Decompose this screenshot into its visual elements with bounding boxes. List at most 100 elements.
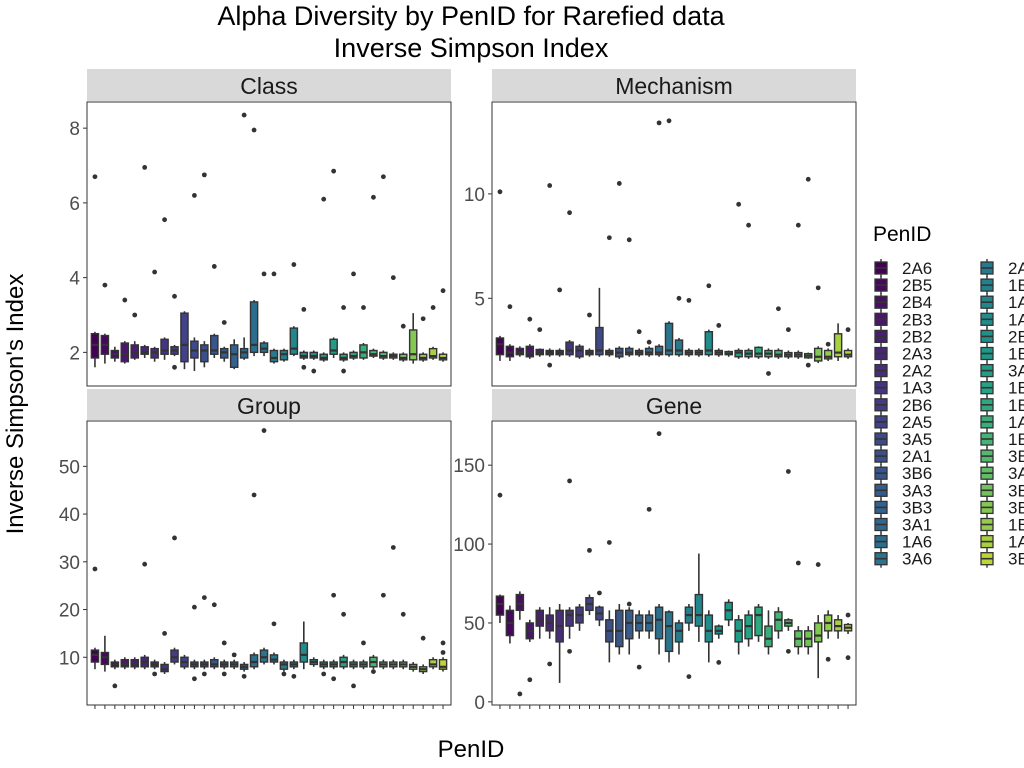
box-body: [565, 609, 574, 627]
outlier-point: [231, 652, 237, 658]
outlier-point: [440, 288, 446, 294]
box-1B4: [774, 306, 783, 359]
box-body: [495, 337, 505, 356]
legend-item-2B3: 2B3: [874, 310, 932, 329]
box-2B6: [575, 344, 584, 359]
outlier-point: [301, 364, 307, 370]
outlier-point: [527, 316, 533, 322]
box-1A4: [289, 659, 299, 679]
legend-item-3A5: 3A5: [874, 430, 932, 449]
y-tick-label: 30: [59, 553, 80, 574]
box-body: [210, 658, 219, 668]
legend-item-2A6: 2A6: [874, 259, 932, 278]
box-1A4: [694, 553, 704, 642]
box-2B2: [130, 312, 140, 360]
box-2B1: [714, 624, 724, 665]
box-body: [408, 329, 418, 361]
outlier-point: [567, 478, 572, 484]
box-1A6: [654, 120, 664, 357]
outlier-point: [845, 612, 851, 618]
outlier-point: [636, 664, 642, 670]
box-body: [180, 312, 189, 363]
outlier-point: [192, 193, 197, 198]
box-body: [428, 347, 438, 359]
outlier-point: [221, 671, 227, 677]
box-3B2: [843, 327, 853, 359]
legend-item-label: 3A6: [902, 550, 932, 569]
box-body: [130, 658, 140, 668]
outlier-point: [646, 339, 652, 345]
legend-item-label: 2A1: [902, 447, 932, 466]
outlier-point: [567, 210, 572, 216]
box-3A4: [329, 168, 338, 358]
box-2B2: [130, 657, 140, 670]
box-1B1: [744, 222, 753, 359]
box-1A3: [565, 210, 574, 357]
box-2B1: [309, 350, 319, 374]
legend-item-label: 2B6: [902, 396, 932, 415]
box-body: [200, 344, 209, 363]
outlier-point: [201, 595, 207, 601]
outlier-point: [587, 312, 592, 318]
box-1B5: [823, 341, 833, 361]
box-1A4: [694, 348, 704, 357]
outlier-point: [430, 305, 436, 310]
legend-item-label: 3A2: [1008, 464, 1024, 483]
outlier-point: [616, 181, 622, 186]
outlier-point: [815, 562, 821, 567]
outlier-point: [547, 362, 553, 368]
outlier-point: [251, 127, 257, 133]
box-2A6: [495, 492, 505, 623]
legend-item-3A1: 3A1: [874, 515, 932, 535]
legend-item-1B1: 1B1: [980, 378, 1024, 398]
outlier-point: [380, 592, 386, 598]
box-body: [299, 642, 309, 663]
legend-item-label: 2A6: [902, 259, 932, 278]
box-body: [823, 349, 833, 360]
legend-item-2B6: 2B6: [874, 395, 932, 415]
box-body: [615, 609, 624, 648]
box-2A3: [140, 561, 149, 670]
legend-item-1A4: 1A4: [980, 293, 1024, 312]
outlier-point: [331, 676, 337, 682]
outlier-point: [440, 650, 446, 655]
outlier-point: [815, 285, 821, 291]
legend-item-label: 1B2: [1008, 276, 1024, 295]
outlier-point: [805, 176, 811, 182]
outlier-point: [172, 535, 177, 541]
outlier-point: [380, 174, 386, 180]
box-2A4: [269, 271, 279, 364]
outlier-point: [547, 183, 553, 188]
box-2A5: [585, 312, 594, 357]
facet-strip-label: Gene: [646, 393, 702, 419]
box-body: [664, 322, 674, 356]
outlier-point: [152, 269, 158, 275]
box-body: [813, 622, 823, 643]
box-2B5: [505, 304, 515, 361]
box-body: [210, 334, 219, 355]
box-3A2: [794, 560, 803, 655]
outlier-point: [766, 371, 771, 376]
box-3B6: [615, 604, 624, 655]
outlier-point: [547, 661, 553, 667]
box-1A2: [833, 323, 843, 361]
outlier-point: [261, 271, 267, 277]
outlier-point: [776, 306, 781, 312]
legend-item-label: 2B5: [902, 276, 932, 295]
box-body: [170, 649, 179, 663]
box-1B1: [339, 611, 348, 670]
outlier-point: [567, 648, 572, 654]
box-1B6: [349, 659, 358, 689]
box-1B3: [724, 599, 733, 627]
box-1A1: [359, 640, 368, 670]
box-3A2: [389, 275, 398, 360]
y-tick-label: 40: [59, 505, 80, 526]
outlier-point: [162, 631, 167, 636]
box-3A1: [239, 662, 249, 679]
box-body: [565, 341, 574, 356]
box-2A1: [605, 235, 614, 357]
box-body: [289, 327, 299, 355]
outlier-point: [221, 640, 227, 646]
box-2A5: [180, 311, 189, 370]
